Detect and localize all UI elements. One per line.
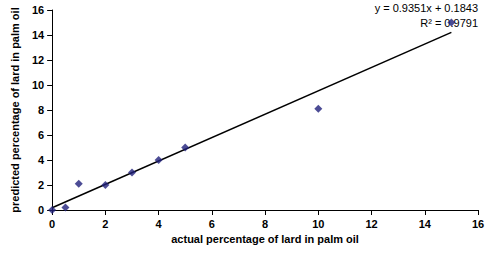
svg-text:8: 8 — [38, 104, 44, 116]
svg-text:12: 12 — [32, 54, 44, 66]
svg-text:8: 8 — [262, 218, 268, 230]
svg-text:12: 12 — [365, 218, 377, 230]
svg-text:16: 16 — [472, 218, 484, 230]
svg-text:10: 10 — [32, 79, 44, 91]
svg-text:6: 6 — [209, 218, 215, 230]
svg-text:4: 4 — [38, 154, 45, 166]
svg-text:4: 4 — [156, 218, 163, 230]
svg-text:0: 0 — [38, 204, 44, 216]
svg-text:0: 0 — [49, 218, 55, 230]
svg-text:2: 2 — [102, 218, 108, 230]
svg-text:y = 0.9351x + 0.1843: y = 0.9351x + 0.1843 — [375, 2, 478, 14]
svg-text:predicted percentage of lard i: predicted percentage of lard in palm oil — [9, 7, 21, 212]
svg-text:16: 16 — [32, 4, 44, 16]
svg-text:10: 10 — [312, 218, 324, 230]
svg-text:R² = 0.9791: R² = 0.9791 — [420, 17, 478, 29]
svg-text:14: 14 — [419, 218, 432, 230]
svg-text:actual percentage of lard in p: actual percentage of lard in palm oil — [171, 233, 359, 245]
svg-text:6: 6 — [38, 129, 44, 141]
svg-text:14: 14 — [32, 29, 45, 41]
svg-text:2: 2 — [38, 179, 44, 191]
